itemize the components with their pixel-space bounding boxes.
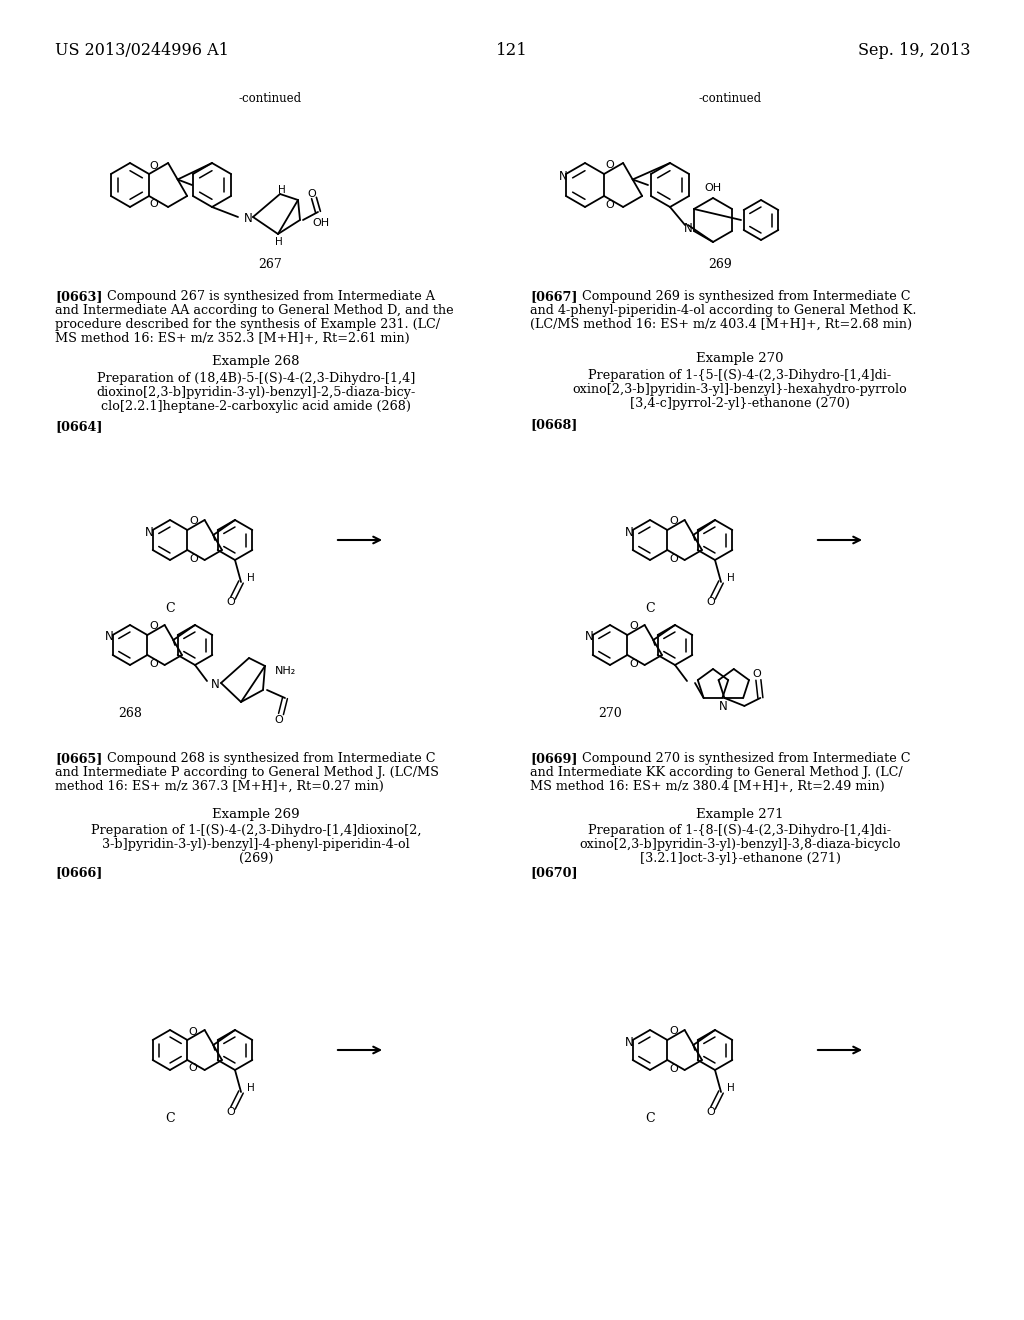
Text: Preparation of (18,4B)-5-[(S)-4-(2,3-Dihydro-[1,4]: Preparation of (18,4B)-5-[(S)-4-(2,3-Dih… — [97, 372, 415, 385]
Text: O: O — [188, 1063, 197, 1073]
Text: N: N — [558, 169, 567, 182]
Text: [0667]: [0667] — [530, 290, 578, 304]
Text: 3-b]pyridin-3-yl)-benzyl]-4-phenyl-piperidin-4-ol: 3-b]pyridin-3-yl)-benzyl]-4-phenyl-piper… — [102, 838, 410, 851]
Text: -continued: -continued — [698, 92, 762, 106]
Text: NH₂: NH₂ — [275, 667, 296, 676]
Text: H: H — [727, 1082, 735, 1093]
Text: OH: OH — [705, 183, 722, 193]
Text: O: O — [707, 1107, 716, 1117]
Text: (LC/MS method 16: ES+ m/z 403.4 [M+H]+, Rt=2.68 min): (LC/MS method 16: ES+ m/z 403.4 [M+H]+, … — [530, 318, 912, 331]
Text: O: O — [274, 715, 284, 725]
Text: N: N — [244, 213, 252, 226]
Text: Example 270: Example 270 — [696, 352, 783, 366]
Text: Example 271: Example 271 — [696, 808, 783, 821]
Text: N: N — [719, 700, 728, 713]
Text: 269: 269 — [709, 257, 732, 271]
Text: N: N — [684, 223, 692, 235]
Text: O: O — [148, 620, 158, 631]
Text: Compound 268 is synthesized from Intermediate C: Compound 268 is synthesized from Interme… — [106, 752, 435, 766]
Text: oxino[2,3-b]pyridin-3-yl)-benzyl]-3,8-diaza-bicyclo: oxino[2,3-b]pyridin-3-yl)-benzyl]-3,8-di… — [580, 838, 901, 851]
Text: C: C — [165, 602, 175, 615]
Text: N: N — [626, 1035, 634, 1048]
Text: -continued: -continued — [239, 92, 301, 106]
Text: O: O — [188, 1027, 197, 1038]
Text: 268: 268 — [118, 708, 142, 719]
Text: Compound 270 is synthesized from Intermediate C: Compound 270 is synthesized from Interme… — [582, 752, 910, 766]
Text: O: O — [707, 597, 716, 607]
Text: method 16: ES+ m/z 367.3 [M+H]+, Rt=0.27 min): method 16: ES+ m/z 367.3 [M+H]+, Rt=0.27… — [55, 780, 384, 793]
Text: [0663]: [0663] — [55, 290, 102, 304]
Text: N: N — [105, 631, 114, 644]
Text: Preparation of 1-{8-[(S)-4-(2,3-Dihydro-[1,4]di-: Preparation of 1-{8-[(S)-4-(2,3-Dihydro-… — [589, 824, 892, 837]
Text: [0664]: [0664] — [55, 420, 102, 433]
Text: N: N — [211, 678, 219, 692]
Text: O: O — [629, 620, 638, 631]
Text: O: O — [148, 659, 158, 669]
Text: Example 269: Example 269 — [212, 808, 300, 821]
Text: C: C — [645, 602, 654, 615]
Text: H: H — [247, 573, 255, 583]
Text: clo[2.2.1]heptane-2-carboxylic acid amide (268): clo[2.2.1]heptane-2-carboxylic acid amid… — [101, 400, 411, 413]
Text: N: N — [145, 525, 154, 539]
Text: O: O — [189, 516, 198, 525]
Text: [0666]: [0666] — [55, 866, 102, 879]
Text: C: C — [645, 1111, 654, 1125]
Text: [0670]: [0670] — [530, 866, 578, 879]
Text: US 2013/0244996 A1: US 2013/0244996 A1 — [55, 42, 229, 59]
Text: Compound 269 is synthesized from Intermediate C: Compound 269 is synthesized from Interme… — [582, 290, 910, 304]
Text: Sep. 19, 2013: Sep. 19, 2013 — [857, 42, 970, 59]
Text: H: H — [279, 185, 286, 195]
Text: H: H — [727, 573, 735, 583]
Text: MS method 16: ES+ m/z 352.3 [M+H]+, Rt=2.61 min): MS method 16: ES+ m/z 352.3 [M+H]+, Rt=2… — [55, 333, 410, 345]
Text: Compound 267 is synthesized from Intermediate A: Compound 267 is synthesized from Interme… — [106, 290, 435, 304]
Text: H: H — [275, 238, 283, 247]
Text: [3.2.1]oct-3-yl}-ethanone (271): [3.2.1]oct-3-yl}-ethanone (271) — [640, 851, 841, 865]
Text: N: N — [586, 631, 594, 644]
Text: O: O — [629, 659, 638, 669]
Text: (269): (269) — [239, 851, 273, 865]
Text: O: O — [669, 1064, 678, 1074]
Text: O: O — [150, 199, 159, 209]
Text: and 4-phenyl-piperidin-4-ol according to General Method K.: and 4-phenyl-piperidin-4-ol according to… — [530, 304, 916, 317]
Text: and Intermediate P according to General Method J. (LC/MS: and Intermediate P according to General … — [55, 766, 439, 779]
Text: and Intermediate AA according to General Method D, and the: and Intermediate AA according to General… — [55, 304, 454, 317]
Text: O: O — [189, 554, 198, 564]
Text: procedure described for the synthesis of Example 231. (LC/: procedure described for the synthesis of… — [55, 318, 440, 331]
Text: dioxino[2,3-b]pyridin-3-yl)-benzyl]-2,5-diaza-bicy-: dioxino[2,3-b]pyridin-3-yl)-benzyl]-2,5-… — [96, 385, 416, 399]
Text: N: N — [626, 525, 634, 539]
Text: OH: OH — [312, 218, 329, 228]
Text: O: O — [669, 516, 678, 525]
Text: [0668]: [0668] — [530, 418, 578, 432]
Text: O: O — [226, 597, 236, 607]
Text: 267: 267 — [258, 257, 282, 271]
Text: oxino[2,3-b]pyridin-3-yl]-benzyl}-hexahydro-pyrrolo: oxino[2,3-b]pyridin-3-yl]-benzyl}-hexahy… — [572, 383, 907, 396]
Text: O: O — [752, 669, 761, 678]
Text: and Intermediate KK according to General Method J. (LC/: and Intermediate KK according to General… — [530, 766, 902, 779]
Text: O: O — [226, 1107, 236, 1117]
Text: Preparation of 1-{5-[(S)-4-(2,3-Dihydro-[1,4]di-: Preparation of 1-{5-[(S)-4-(2,3-Dihydro-… — [589, 370, 892, 381]
Text: O: O — [150, 161, 159, 172]
Text: O: O — [605, 201, 614, 210]
Text: H: H — [247, 1082, 255, 1093]
Text: O: O — [669, 1026, 678, 1036]
Text: O: O — [307, 189, 316, 199]
Text: C: C — [165, 1111, 175, 1125]
Text: 270: 270 — [598, 708, 622, 719]
Text: [3,4-c]pyrrol-2-yl}-ethanone (270): [3,4-c]pyrrol-2-yl}-ethanone (270) — [630, 397, 850, 411]
Text: Preparation of 1-[(S)-4-(2,3-Dihydro-[1,4]dioxino[2,: Preparation of 1-[(S)-4-(2,3-Dihydro-[1,… — [91, 824, 421, 837]
Text: Example 268: Example 268 — [212, 355, 300, 368]
Text: MS method 16: ES+ m/z 380.4 [M+H]+, Rt=2.49 min): MS method 16: ES+ m/z 380.4 [M+H]+, Rt=2… — [530, 780, 885, 793]
Text: O: O — [669, 554, 678, 564]
Text: [0669]: [0669] — [530, 752, 578, 766]
Text: 121: 121 — [496, 42, 528, 59]
Text: O: O — [605, 160, 614, 170]
Text: [0665]: [0665] — [55, 752, 102, 766]
